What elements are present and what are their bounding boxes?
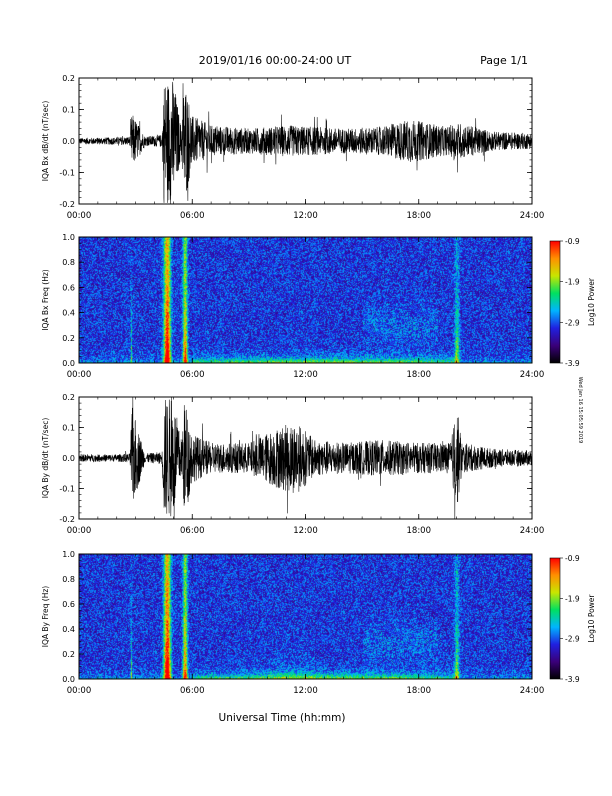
x-tick-label: 24:00 bbox=[520, 686, 545, 696]
y-tick-label: 0.2 bbox=[62, 393, 75, 402]
y-tick-label: 0.1 bbox=[62, 106, 75, 115]
x-tick-label: 24:00 bbox=[520, 211, 545, 221]
y-axis-label: IQA Bx Freq (Hz) bbox=[41, 269, 50, 331]
x-tick-label: 00:00 bbox=[67, 686, 92, 696]
chart-title: 2019/01/16 00:00-24:00 UT bbox=[199, 54, 352, 67]
y-tick-label: 0.4 bbox=[62, 309, 75, 318]
colorbar-tick-label: -2.9 bbox=[565, 318, 580, 327]
colorbar-tick-label: -3.9 bbox=[565, 675, 580, 684]
x-tick-label: 00:00 bbox=[67, 370, 92, 380]
x-tick-label: 06:00 bbox=[180, 211, 205, 221]
y-tick-label: 0.2 bbox=[62, 650, 75, 659]
x-tick-label: 00:00 bbox=[67, 211, 92, 221]
spectrogram-image bbox=[79, 237, 532, 363]
y-tick-label: 0.8 bbox=[62, 258, 75, 267]
x-tick-label: 18:00 bbox=[407, 370, 432, 380]
panels-group: 0.2 0.1 0.0 -0.1 -0.2 00:00 06:00 12:00 18:00 24:… bbox=[41, 74, 544, 696]
colorbar-tick-label: -0.9 bbox=[565, 554, 580, 563]
y-tick-label: 0.0 bbox=[62, 454, 75, 463]
x-tick-label: 00:00 bbox=[67, 526, 92, 536]
colorbar-gradient bbox=[549, 557, 561, 680]
x-tick-label: 12:00 bbox=[293, 686, 318, 696]
y-axis-label: IQA By dB/dt (nT/sec) bbox=[41, 418, 50, 499]
x-tick-label: 18:00 bbox=[407, 526, 432, 536]
waveform-trace bbox=[78, 81, 533, 204]
y-tick-label: 0.4 bbox=[62, 625, 75, 634]
colorbar-gradient bbox=[549, 240, 561, 364]
colorbar-label: Log10 Power bbox=[587, 277, 596, 326]
x-tick-label: 18:00 bbox=[407, 211, 432, 221]
x-tick-label: 06:00 bbox=[180, 526, 205, 536]
x-tick-label: 18:00 bbox=[407, 686, 432, 696]
page-number: Page 1/1 bbox=[480, 54, 528, 67]
x-axis-label: Universal Time (hh:mm) bbox=[219, 712, 346, 724]
colorbar-tick-label: -1.9 bbox=[565, 278, 580, 287]
y-tick-label: 0.1 bbox=[62, 424, 75, 433]
colorbar-tick-label: -0.9 bbox=[565, 237, 580, 246]
y-tick-label: 0.6 bbox=[62, 600, 75, 609]
colorbar-4: -0.9 -1.9 -2.9 -3.9 Log10 Power bbox=[549, 554, 596, 684]
y-tick-label: 0.8 bbox=[62, 575, 75, 584]
x-tick-label: 06:00 bbox=[180, 370, 205, 380]
y-tick-label: -0.1 bbox=[59, 169, 75, 178]
y-tick-label: -0.1 bbox=[59, 485, 75, 494]
y-tick-label: 1.0 bbox=[62, 550, 75, 559]
x-tick-label: 24:00 bbox=[520, 526, 545, 536]
y-axis-label: IQA Bx dB/dt (nT/sec) bbox=[41, 101, 50, 182]
panel-2: 1.0 0.8 0.6 0.4 0.2 0.0 00:00 06:00 12:00 18:00 24… bbox=[41, 233, 544, 380]
panel-4: 1.0 0.8 0.6 0.4 0.2 0.0 00:00 06:00 12:00 18:00 24… bbox=[41, 550, 544, 696]
y-axis-label: IQA By Freq (Hz) bbox=[41, 586, 50, 648]
colorbar-tick-label: -1.9 bbox=[565, 594, 580, 603]
y-tick-label: -0.2 bbox=[59, 515, 75, 524]
spectrogram-image bbox=[79, 554, 532, 679]
x-tick-label: 12:00 bbox=[293, 370, 318, 380]
y-tick-label: 0.6 bbox=[62, 283, 75, 292]
x-tick-label: 24:00 bbox=[520, 370, 545, 380]
panel-3: 0.2 0.1 0.0 -0.1 -0.2 00:00 06:00 12:00 18:00 24:… bbox=[41, 393, 544, 536]
y-tick-label: 0.2 bbox=[62, 74, 75, 83]
x-tick-label: 06:00 bbox=[180, 686, 205, 696]
x-tick-label: 12:00 bbox=[293, 526, 318, 536]
colorbar-2: -0.9 -1.9 -2.9 -3.9 Log10 Power bbox=[549, 237, 596, 368]
y-tick-label: 0.0 bbox=[62, 137, 75, 146]
y-tick-label: 1.0 bbox=[62, 233, 75, 242]
side-stamp: Wed Jan 16 15:05:59 2019 bbox=[577, 377, 583, 444]
colorbar-tick-label: -3.9 bbox=[565, 359, 580, 368]
waveform-trace bbox=[78, 396, 533, 520]
y-tick-label: 0.0 bbox=[62, 675, 75, 684]
colorbar-tick-label: -2.9 bbox=[565, 635, 580, 644]
colorbar-label: Log10 Power bbox=[587, 594, 596, 643]
y-tick-label: -0.2 bbox=[59, 200, 75, 209]
y-tick-label: 0.2 bbox=[62, 334, 75, 343]
x-tick-label: 12:00 bbox=[293, 211, 318, 221]
panel-1: 0.2 0.1 0.0 -0.1 -0.2 00:00 06:00 12:00 18:00 24:… bbox=[41, 74, 544, 221]
y-tick-label: 0.0 bbox=[62, 359, 75, 368]
